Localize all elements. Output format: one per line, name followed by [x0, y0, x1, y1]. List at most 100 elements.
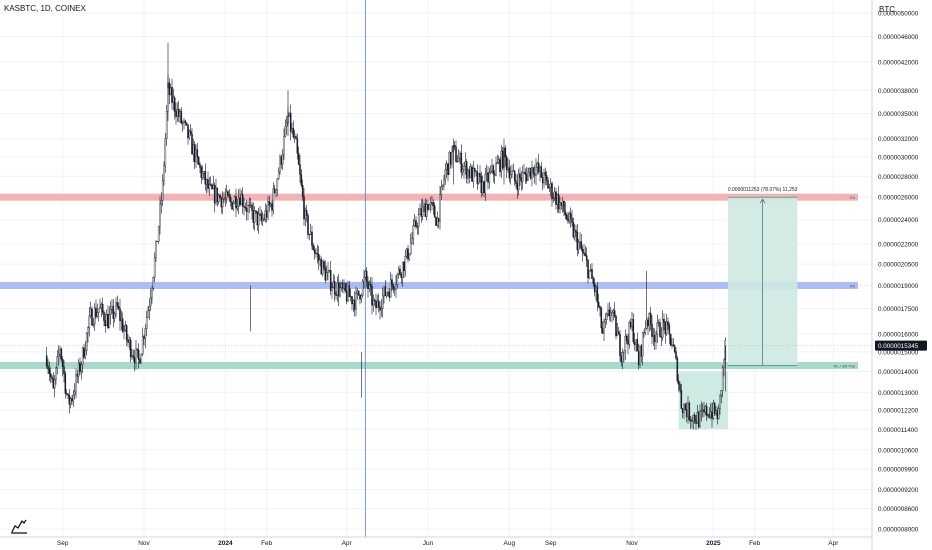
candle-body — [604, 319, 607, 323]
candle-body — [588, 270, 591, 279]
candle-body — [384, 286, 387, 296]
candle-body — [155, 240, 157, 258]
candle-body — [524, 172, 527, 175]
candle-body — [417, 214, 420, 227]
candle-body — [232, 203, 235, 210]
candle-body — [475, 171, 477, 173]
candle-body — [181, 122, 184, 124]
candle-body — [681, 408, 684, 413]
candle-body — [241, 194, 244, 207]
candle-body — [403, 261, 405, 271]
candle-body — [116, 302, 119, 307]
candle-body — [285, 122, 288, 127]
tradingview-logo-icon[interactable] — [10, 517, 28, 535]
candle-body — [249, 204, 252, 206]
candle-body — [483, 181, 485, 194]
measure-label: 0.0000011253 (78.07%) 11,253 — [728, 187, 798, 193]
candle-body — [288, 112, 291, 117]
candle-body — [579, 241, 581, 243]
candle-body — [131, 355, 133, 358]
candle-body — [624, 336, 627, 351]
candle-body — [160, 200, 163, 205]
candle-body — [117, 306, 120, 309]
candle-body — [115, 302, 117, 315]
candle-body — [575, 229, 577, 233]
candle-body — [356, 290, 359, 294]
candle-body — [685, 409, 688, 417]
candle-body — [321, 261, 324, 275]
candle-body — [672, 344, 675, 347]
candle-body — [336, 282, 339, 296]
candle-body — [420, 208, 423, 217]
candle-body — [644, 328, 647, 333]
candle-body — [63, 366, 65, 374]
candle-body — [365, 270, 368, 282]
candle-body — [471, 166, 473, 182]
candle-body — [237, 197, 240, 207]
candle-body — [225, 191, 228, 198]
candle-body — [76, 374, 79, 377]
candle-body — [413, 220, 416, 226]
candle-body — [383, 286, 385, 297]
zone-band — [0, 281, 858, 289]
last-price-label: 0.0000015345 — [878, 343, 919, 350]
candle-body — [243, 206, 245, 208]
price-tick-label: 0.0000050000 — [878, 11, 919, 18]
candle-body — [373, 299, 376, 302]
candle-body — [596, 286, 599, 303]
candle-body — [377, 300, 380, 307]
candle-body — [709, 411, 712, 418]
candle-body — [389, 279, 392, 298]
candle-body — [421, 206, 424, 217]
candle-body — [188, 130, 191, 139]
candle-body — [347, 285, 349, 302]
candle-body — [248, 205, 251, 207]
candle-body — [647, 319, 649, 326]
candle-body — [641, 332, 644, 357]
candle-body — [111, 306, 113, 310]
candle-body — [393, 288, 396, 290]
price-tick-label: 0.0000038000 — [878, 88, 919, 95]
candle-body — [391, 279, 393, 286]
candle-body — [443, 179, 445, 186]
candle-body — [136, 348, 139, 351]
candle-body — [217, 195, 220, 203]
candle-body — [676, 357, 679, 382]
candle-body — [220, 197, 223, 208]
candle-body — [343, 283, 345, 289]
candle-body — [332, 281, 335, 289]
candle-body — [47, 365, 49, 370]
price-tick-label: 0.0000032000 — [878, 136, 919, 143]
candle-body — [289, 112, 292, 132]
candle-body — [359, 294, 361, 300]
price-tick-label: 0.0000016000 — [878, 331, 919, 338]
candle-body — [133, 357, 136, 364]
candle-body — [208, 184, 211, 189]
candle-body — [493, 173, 496, 176]
price-tick-label: 0.0000035000 — [878, 111, 919, 118]
candle-body — [648, 312, 651, 326]
candle-body — [57, 353, 60, 357]
candle-body — [584, 253, 587, 256]
candle-body — [708, 414, 711, 418]
symbol-title: KASBTC, 1D, COINEX — [4, 4, 86, 13]
candle-body — [433, 205, 436, 218]
candle-body — [561, 200, 564, 206]
candle-body — [125, 325, 128, 340]
candle-body — [80, 364, 83, 372]
zone-label: R3 — [850, 283, 856, 288]
candle-body — [716, 410, 719, 420]
candle-body — [637, 350, 640, 365]
candle-body — [257, 213, 260, 226]
candle-body — [485, 172, 488, 175]
candle-body — [719, 394, 721, 410]
candle-body — [687, 403, 689, 417]
candle-body — [83, 347, 85, 358]
price-tick-label: 0.0000009200 — [878, 487, 919, 494]
candle-body — [717, 408, 720, 420]
candle-body — [555, 191, 557, 205]
candle-body — [587, 260, 589, 279]
candle-body — [665, 321, 668, 335]
